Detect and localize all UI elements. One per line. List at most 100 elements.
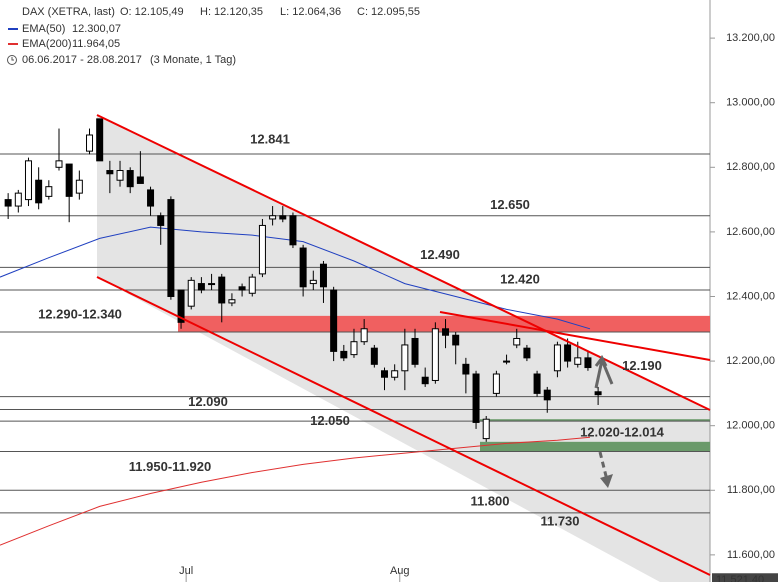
y-tick-label: 11.600,00 bbox=[727, 549, 775, 561]
candle-body bbox=[421, 376, 429, 385]
zone-label: 11.950-11.920 bbox=[129, 459, 211, 474]
zone bbox=[480, 419, 710, 422]
candle-body bbox=[45, 186, 53, 197]
candle-body bbox=[126, 170, 134, 188]
level-label: 12.841 bbox=[250, 131, 290, 146]
candle-body bbox=[177, 289, 185, 323]
ohlc: H: 12.120,35 bbox=[200, 6, 263, 18]
candle-body bbox=[360, 328, 368, 343]
candle-body bbox=[65, 163, 73, 197]
candle-body bbox=[238, 286, 246, 291]
clock-icon bbox=[7, 55, 17, 65]
candle-body bbox=[24, 160, 32, 201]
candle-body bbox=[533, 373, 541, 394]
candle-body bbox=[55, 160, 63, 168]
price-marker-label: 11.521,40 bbox=[716, 574, 764, 582]
candle-body bbox=[340, 350, 348, 359]
candle-body bbox=[513, 337, 521, 346]
title: DAX (XETRA, last) bbox=[22, 6, 115, 18]
candle-body bbox=[492, 373, 500, 394]
candle-body bbox=[299, 247, 307, 288]
y-tick-label: 12.800,00 bbox=[726, 161, 775, 173]
candle-body bbox=[35, 179, 43, 204]
candle-body bbox=[594, 391, 602, 396]
candle-body bbox=[350, 341, 358, 356]
candle-body bbox=[452, 334, 460, 346]
level-label: 12.420 bbox=[500, 271, 540, 286]
level-label: 12.050 bbox=[310, 413, 350, 428]
candle-body bbox=[380, 370, 388, 378]
candle-body bbox=[218, 276, 226, 304]
candle-body bbox=[543, 389, 551, 401]
arrow bbox=[594, 354, 614, 389]
candle-body bbox=[574, 357, 582, 365]
zone bbox=[178, 315, 710, 333]
candle-body bbox=[248, 276, 256, 294]
x-tick-label: Jul bbox=[179, 565, 193, 577]
ema-line bbox=[0, 226, 591, 330]
level-label: 11.800 bbox=[470, 494, 509, 509]
candle-body bbox=[462, 363, 470, 375]
candle-body bbox=[197, 283, 205, 291]
legend-value: 12.300,07 bbox=[72, 23, 121, 35]
ema-line bbox=[0, 436, 591, 546]
arrow bbox=[598, 451, 609, 481]
legend-label: EMA(200) bbox=[22, 38, 72, 50]
candle-body bbox=[584, 357, 592, 369]
candle-body bbox=[411, 337, 419, 365]
legend-label: EMA(50) bbox=[22, 23, 65, 35]
candle-body bbox=[167, 199, 175, 297]
candle-body bbox=[370, 347, 378, 365]
candle-body bbox=[503, 360, 511, 363]
trend-line bbox=[439, 311, 711, 361]
candle-body bbox=[187, 279, 195, 307]
candle-body bbox=[330, 289, 338, 352]
candle-body bbox=[289, 215, 297, 246]
candle-body bbox=[472, 373, 480, 423]
arrow bbox=[600, 474, 613, 488]
clock-icon bbox=[11, 57, 14, 61]
y-tick-label: 11.800,00 bbox=[727, 484, 775, 496]
ohlc: O: 12.105,49 bbox=[120, 6, 184, 18]
candle-body bbox=[553, 344, 561, 372]
candle-body bbox=[157, 215, 165, 226]
candle-body bbox=[442, 328, 450, 336]
candle-body bbox=[401, 344, 409, 372]
ohlc: C: 12.095,55 bbox=[357, 6, 420, 18]
candle-body bbox=[147, 189, 155, 207]
candle-body bbox=[279, 215, 287, 220]
level-label: 12.490 bbox=[420, 247, 460, 262]
level-label: 11.730 bbox=[540, 513, 579, 528]
level-label: 12.190 bbox=[622, 358, 662, 373]
candle-body bbox=[564, 344, 572, 362]
candle-body bbox=[106, 170, 114, 175]
candle-body bbox=[523, 347, 531, 359]
candle-body bbox=[86, 134, 94, 152]
y-tick-label: 12.400,00 bbox=[726, 290, 775, 302]
candle-body bbox=[208, 283, 216, 286]
period-note: (3 Monate, 1 Tag) bbox=[150, 54, 236, 66]
y-tick-label: 13.000,00 bbox=[726, 97, 775, 109]
candle-body bbox=[482, 418, 490, 440]
zone-label: 12.020-12.014 bbox=[580, 425, 665, 440]
y-tick-label: 12.600,00 bbox=[726, 226, 775, 238]
candle-body bbox=[96, 118, 104, 162]
y-tick-label: 12.200,00 bbox=[726, 355, 775, 367]
y-tick-label: 13.200,00 bbox=[726, 32, 775, 44]
candle-body bbox=[14, 192, 22, 207]
period: 06.06.2017 - 28.08.2017 bbox=[22, 54, 142, 66]
ohlc: L: 12.064,36 bbox=[280, 6, 341, 18]
trend-line bbox=[96, 114, 711, 411]
candle-body bbox=[309, 279, 317, 285]
level-label: 12.090 bbox=[188, 394, 228, 409]
level-label: 12.650 bbox=[490, 197, 530, 212]
candle-body bbox=[319, 263, 327, 288]
x-tick-label: Aug bbox=[390, 565, 410, 577]
zone bbox=[480, 441, 710, 452]
candle-body bbox=[4, 199, 12, 207]
candle-body bbox=[391, 370, 399, 378]
candle-body bbox=[228, 299, 236, 304]
zone-label: 12.290-12.340 bbox=[38, 306, 122, 321]
candle-body bbox=[269, 215, 277, 220]
